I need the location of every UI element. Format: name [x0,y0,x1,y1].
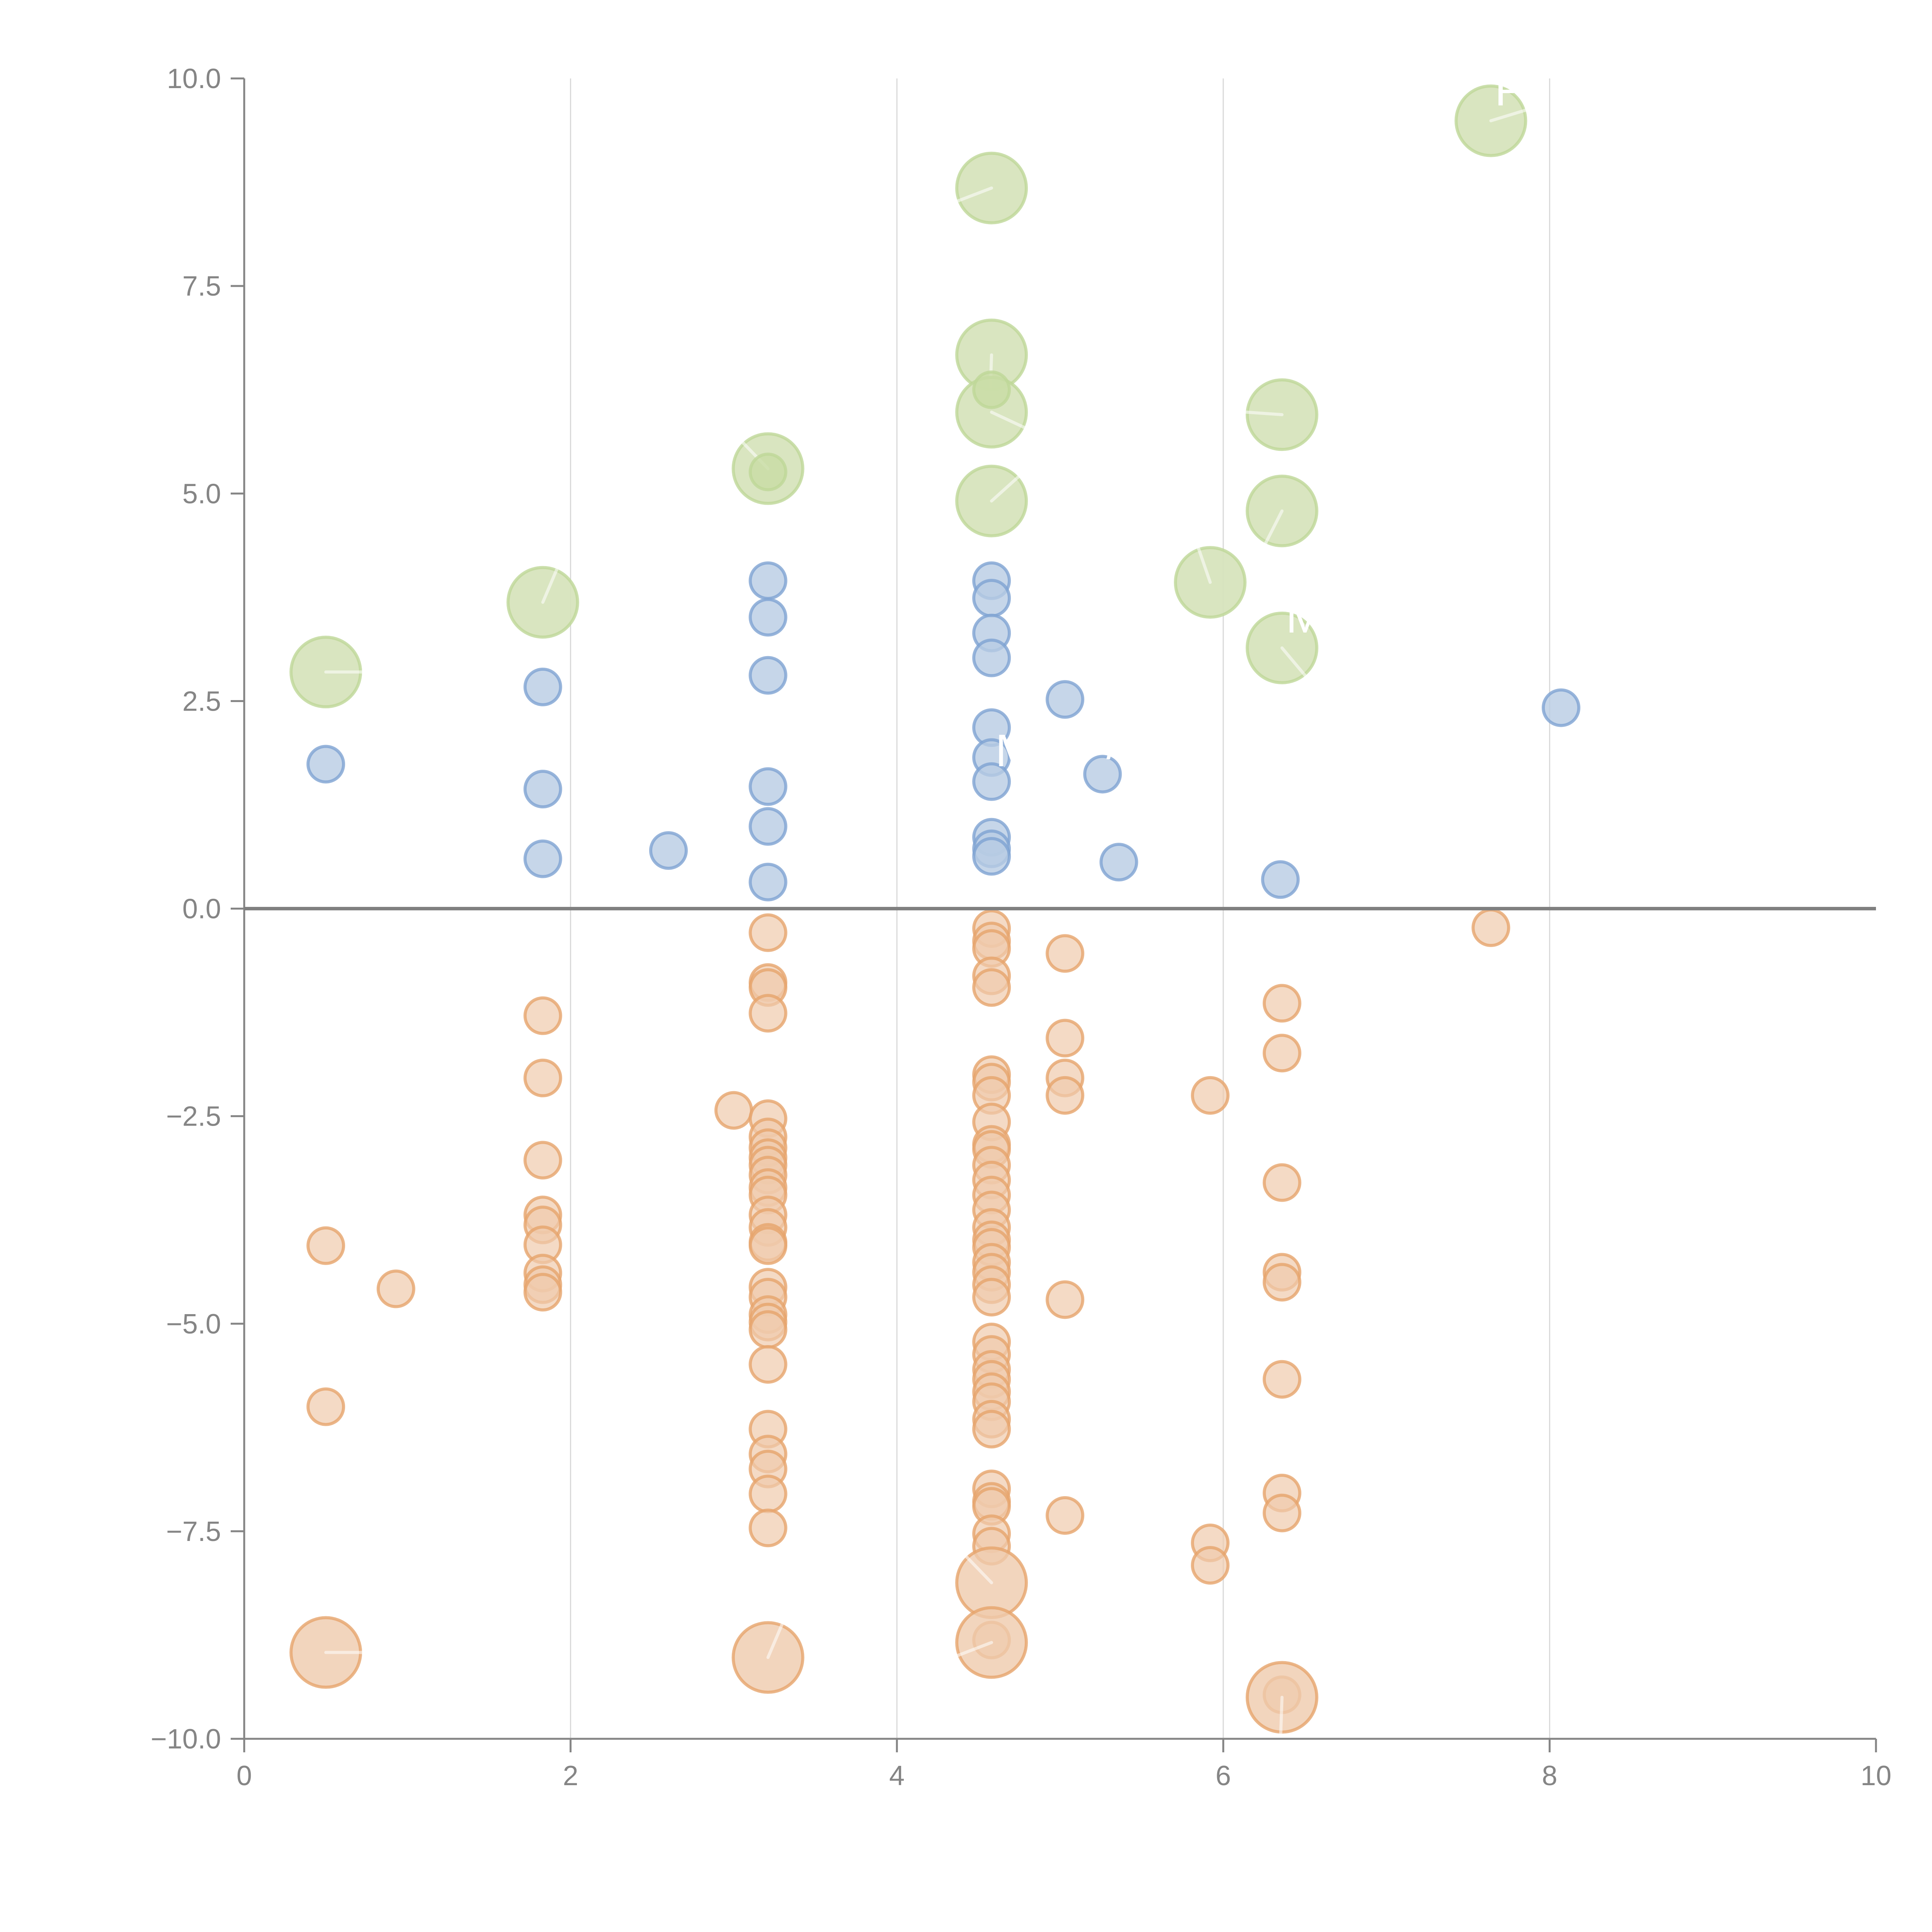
point-labels: P ML M / [995,65,1525,776]
y-tick-label: 2.5 [182,686,221,717]
data-point-blue [748,656,787,695]
data-point-blue [523,667,562,706]
data-point-blue [1083,755,1122,794]
data-point-blue [972,837,1011,876]
x-tick-label: 8 [1542,1760,1557,1791]
data-point-orange [1046,1019,1085,1058]
data-point-blue [523,839,562,878]
data-point-blue [972,578,1011,617]
data-point-orange [748,913,787,952]
data-point-blue [972,762,1011,801]
data-point-orange [714,1091,753,1130]
data-point-orange [1046,1076,1085,1115]
data-point-orange [748,1310,787,1349]
data-point-blue [748,598,787,637]
data-point-orange [523,1058,562,1097]
point-label: ML [1286,592,1349,643]
data-point-orange [748,1345,787,1384]
data-point-orange [376,1269,415,1308]
data-point-orange [972,968,1011,1007]
data-point-orange [748,1475,787,1514]
data-point-blue [748,807,787,846]
leader-line [963,1553,993,1585]
y-tick-label: 7.5 [182,271,221,302]
data-point-orange [748,994,787,1033]
data-point-orange [1191,1546,1230,1585]
data-point-blue [1046,680,1085,719]
data-point-blue [748,767,787,806]
data-point-orange [748,1226,787,1265]
data-point-orange [1046,934,1085,973]
data-point-blue [1099,843,1138,882]
x-tick-label: 4 [889,1760,905,1791]
leader-line [1263,509,1284,547]
x-axis-ticks: 0 2 4 6 8 10 [236,1739,1891,1791]
leader-line [954,1641,993,1658]
point-label: / [1106,718,1119,769]
data-point-blue [306,745,345,784]
leader-line [954,186,993,204]
data-point-orange [972,1410,1011,1449]
data-point-blue [523,770,562,809]
x-tick-label: 0 [236,1760,252,1791]
y-tick-label: 5.0 [182,478,221,509]
data-point-orange [1191,1076,1230,1115]
data-point-blue [972,638,1011,677]
x-tick-label: 10 [1861,1760,1891,1791]
leader-line [1279,1696,1284,1738]
data-point-orange [523,1273,562,1312]
leader-line [541,565,560,604]
data-point-orange [1471,908,1510,947]
leader-line [766,1620,785,1659]
y-tick-label: −5.0 [166,1309,221,1340]
data-point-orange [972,1277,1011,1316]
data-point-blue [748,862,787,901]
data-point-orange [306,1387,345,1426]
point-label: P [1495,65,1525,116]
data-point-orange [1262,1493,1301,1532]
data-point-orange [523,996,562,1035]
data-point-blue [1261,860,1300,899]
data-point-orange [523,1141,562,1180]
x-tick-label: 2 [563,1760,578,1791]
y-tick-label: −10.0 [151,1724,221,1755]
y-tick-label: −2.5 [166,1101,221,1132]
y-axis-ticks: 10.0 7.5 5.0 2.5 0.0 −2.5 −5.0 −7.5 −10.0 [151,63,244,1755]
data-point-green-small [972,370,1011,409]
data-point-orange [748,1509,787,1548]
data-point-orange [1046,1280,1085,1319]
data-point-blue [1541,688,1580,727]
leader-line [1196,544,1212,584]
leader-line [1489,108,1530,122]
y-tick-label: 0.0 [182,894,221,925]
data-point-orange [1262,1034,1301,1073]
data-point-blue [649,831,688,870]
data-point-orange [1262,1360,1301,1399]
y-tick-label: 10.0 [167,63,221,94]
leader-line [990,473,1022,503]
leader-line [990,410,1028,430]
data-point-green-small [748,452,787,492]
data-point-orange [306,1226,345,1265]
data-points [289,84,1580,1738]
data-point-orange [1262,1163,1301,1202]
data-point-orange [1262,984,1301,1023]
data-point-orange [1046,1496,1085,1535]
y-tick-label: −7.5 [166,1516,221,1547]
data-point-blue [748,561,787,600]
x-tick-label: 6 [1216,1760,1231,1791]
leader-line [1242,410,1284,417]
leader-line [1280,646,1309,679]
point-label: M [995,725,1033,776]
data-point-orange [1262,1263,1301,1302]
